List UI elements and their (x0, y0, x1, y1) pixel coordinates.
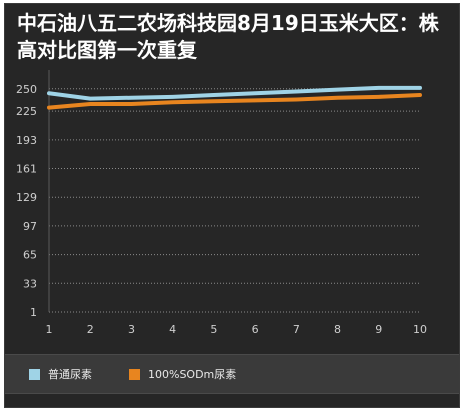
y-tick-label: 1 (30, 306, 37, 319)
legend-label-series-2: 100%SODm尿素 (148, 368, 237, 381)
y-tick-label: 97 (23, 220, 37, 233)
data-point-series-1 (336, 88, 340, 92)
data-point-series-2 (88, 102, 92, 106)
data-point-series-1 (377, 86, 381, 90)
x-tick-label: 9 (375, 323, 382, 336)
x-tick-label: 10 (413, 323, 427, 336)
data-point-series-1 (212, 93, 216, 97)
legend-item-series-1: 普通尿素 (29, 366, 92, 382)
x-tick-label: 3 (128, 323, 135, 336)
y-tick-label: 161 (16, 163, 37, 176)
x-tick-label: 4 (169, 323, 176, 336)
data-point-series-2 (418, 93, 422, 97)
data-point-series-1 (47, 91, 51, 95)
data-point-series-2 (294, 98, 298, 102)
series-line-2 (47, 93, 422, 110)
y-tick-label: 33 (23, 277, 37, 290)
chart-title: 中石油八五二农场科技园8月19日玉米大区：株高对比图第一次重复 (17, 11, 439, 62)
x-tick-label: 5 (210, 323, 217, 336)
y-tick-label: 193 (16, 134, 37, 147)
y-tick-label: 225 (16, 105, 37, 118)
x-tick-label: 2 (87, 323, 94, 336)
x-tick-label: 8 (334, 323, 341, 336)
data-point-series-2 (129, 102, 133, 106)
data-point-series-1 (294, 89, 298, 93)
data-point-series-2 (212, 99, 216, 103)
data-point-series-2 (253, 98, 257, 102)
legend-item-series-2: 100%SODm尿素 (129, 366, 236, 382)
data-point-series-1 (418, 86, 422, 90)
chart-frame: 中石油八五二农场科技园8月19日玉米大区：株高对比图第一次重复 1 33 65 97 1… (4, 3, 460, 408)
data-point-series-2 (377, 95, 381, 99)
y-tick-label: 250 (16, 83, 37, 96)
data-point-series-2 (171, 100, 175, 104)
data-point-series-2 (47, 106, 51, 110)
series-line-1 (47, 85, 422, 101)
chart-legend: 普通尿素 100%SODm尿素 (5, 354, 459, 394)
line-chart: 1 33 65 97 129 161 193 225 250 1 2 3 4 5 6 7 8 9 10 (16, 70, 427, 336)
x-tick-label: 7 (293, 323, 300, 336)
legend-swatch-series-1 (29, 368, 40, 380)
x-tick-label: 1 (46, 323, 53, 336)
data-point-series-2 (336, 96, 340, 100)
legend-swatch-series-2 (129, 368, 140, 380)
data-point-series-1 (171, 95, 175, 99)
data-point-series-1 (88, 97, 92, 101)
y-tick-label: 65 (23, 249, 37, 262)
legend-label-series-1: 普通尿素 (48, 368, 92, 381)
data-point-series-1 (129, 96, 133, 100)
y-tick-label: 129 (16, 191, 37, 204)
x-tick-label: 6 (252, 323, 259, 336)
data-point-series-1 (253, 91, 257, 95)
